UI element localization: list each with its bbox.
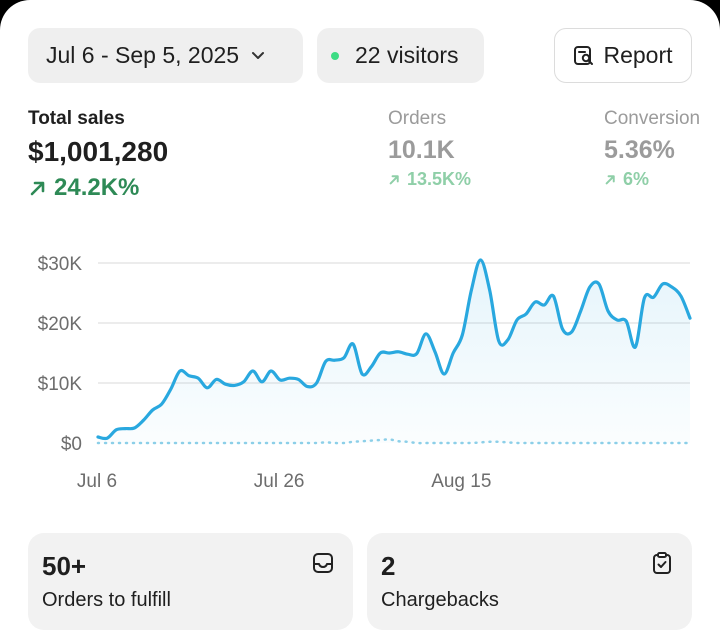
clipboard-check-icon xyxy=(653,552,671,574)
metric-label: Orders xyxy=(388,108,447,129)
visitors-label: 22 visitors xyxy=(355,42,459,68)
metric-value: $1,001,280 xyxy=(28,136,169,167)
trend-up-arrow-icon xyxy=(389,175,399,185)
inbox-tray-icon xyxy=(313,553,333,573)
x-tick-label: Jul 26 xyxy=(254,471,305,492)
tile-caption: Orders to fulfill xyxy=(42,589,171,611)
live-dot-icon xyxy=(331,51,339,60)
tile-value: 2 xyxy=(381,551,396,581)
x-tick-label: Aug 15 xyxy=(431,471,491,492)
orders-to-fulfill-tile[interactable]: 50+ Orders to fulfill xyxy=(28,533,353,630)
metric-value: 10.1K xyxy=(388,136,455,164)
y-tick-label: $10K xyxy=(38,374,83,395)
tile-caption: Chargebacks xyxy=(381,589,499,611)
metric-conversion[interactable]: Conversion 5.36% 6% xyxy=(604,108,700,190)
x-tick-label: Jul 6 xyxy=(77,471,117,492)
chargebacks-tile[interactable]: 2 Chargebacks xyxy=(367,533,692,630)
y-tick-label: $20K xyxy=(38,314,83,335)
metric-total-sales[interactable]: Total sales $1,001,280 24.2K% xyxy=(28,108,168,202)
date-range-picker[interactable]: Jul 6 - Sep 5, 2025 xyxy=(28,28,303,83)
tile-value: 50+ xyxy=(42,551,87,581)
sales-series-line xyxy=(96,258,692,441)
metric-value: 5.36% xyxy=(604,136,675,164)
comparison-series-line xyxy=(96,438,692,445)
y-tick-label: $0 xyxy=(61,434,82,455)
sales-line-chart[interactable]: $0 $10K $20K $30K Jul 6 Jul 26 Aug 15 xyxy=(0,240,720,500)
report-search-icon xyxy=(574,45,594,65)
metric-change: 13.5K% xyxy=(388,169,471,190)
trend-up-arrow-icon xyxy=(605,175,615,185)
metric-change: 6% xyxy=(604,169,700,190)
live-visitors-badge[interactable]: 22 visitors xyxy=(317,28,484,83)
report-button[interactable]: Report xyxy=(554,28,692,83)
report-label: Report xyxy=(603,42,673,68)
trend-up-arrow-icon xyxy=(30,181,45,196)
metric-orders[interactable]: Orders 10.1K 13.5K% xyxy=(388,108,471,190)
metric-label: Conversion xyxy=(604,108,701,129)
y-tick-label: $30K xyxy=(38,254,83,275)
chevron-down-icon xyxy=(252,51,265,59)
date-range-label: Jul 6 - Sep 5, 2025 xyxy=(46,42,240,68)
metric-label: Total sales xyxy=(28,108,125,129)
metric-change: 24.2K% xyxy=(28,174,168,202)
